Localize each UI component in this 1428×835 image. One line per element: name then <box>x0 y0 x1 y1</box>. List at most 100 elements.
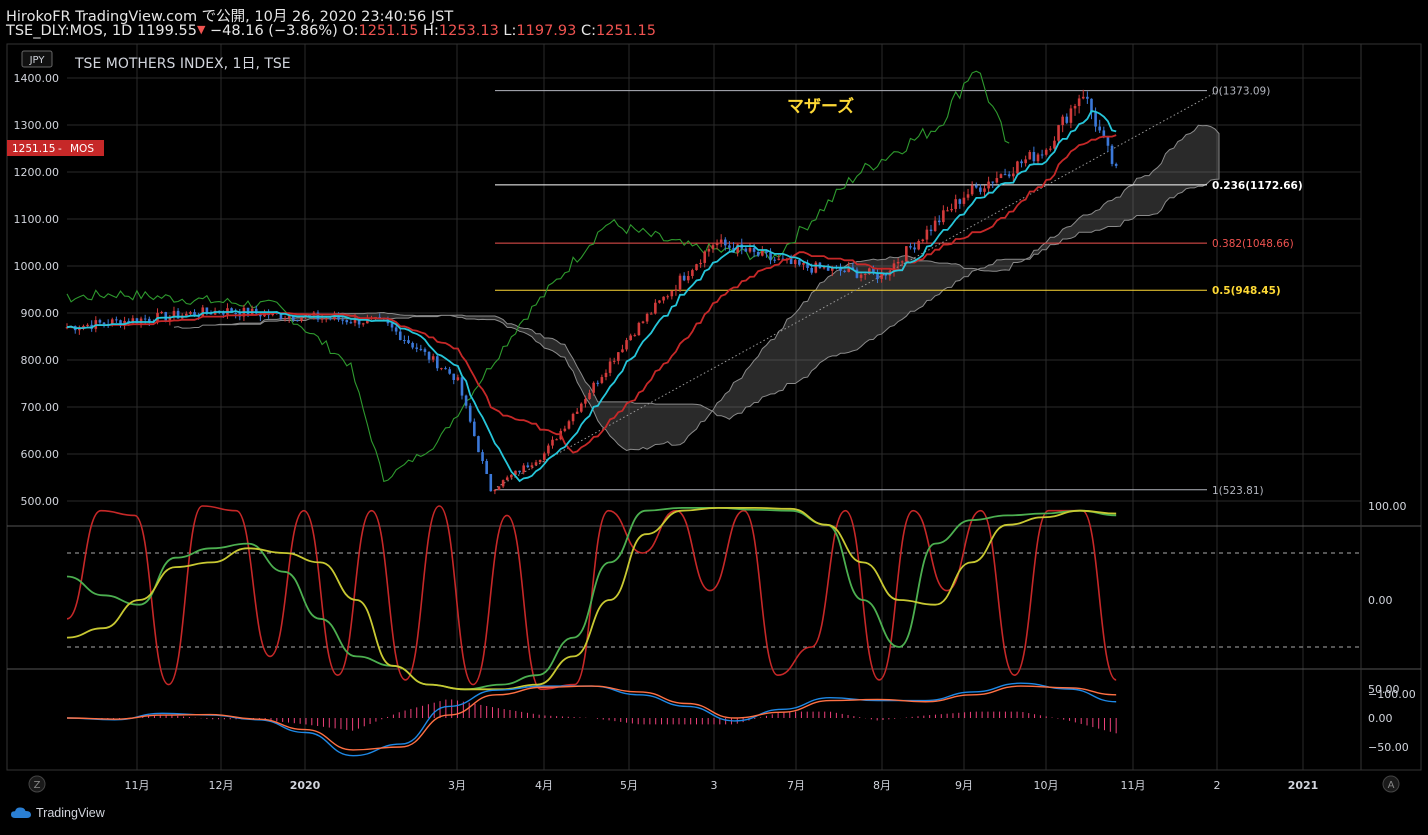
candle-body <box>822 267 826 269</box>
price-tag-sep: - <box>58 143 62 155</box>
candle-body <box>1098 126 1102 131</box>
candle-body <box>761 250 764 256</box>
candle-body <box>444 368 447 370</box>
currency-badge-text: JPY <box>29 55 46 66</box>
high-value: 1253.13 <box>438 23 499 39</box>
candle-body <box>448 369 451 374</box>
price-tick-label: 1200.00 <box>14 166 60 179</box>
candle-body <box>394 327 398 332</box>
candle-body <box>505 477 509 481</box>
candle-body <box>691 270 694 276</box>
candle-body <box>596 382 600 384</box>
candle-body <box>666 296 669 298</box>
candle-body <box>510 474 513 478</box>
price-axis[interactable]: 1400.00 1300.00 1200.00 1100.00 1000.00 900.0… <box>14 72 1416 754</box>
price-tick-label: 700.00 <box>21 401 60 414</box>
candle-body <box>584 399 587 404</box>
stoch-green-line <box>66 506 1117 691</box>
candle-body <box>518 470 521 473</box>
candle-body <box>604 372 608 378</box>
publish-info: HirokoFR TradingView.com で公開, 10月 26, 20… <box>6 9 454 25</box>
candle-body <box>942 210 945 223</box>
candle-body <box>489 474 493 492</box>
candle-body <box>1069 108 1073 123</box>
candle-body <box>711 245 715 249</box>
candle-body <box>522 465 525 473</box>
candle-body <box>1032 152 1036 162</box>
candle-body <box>333 315 336 320</box>
candle-body <box>1106 136 1110 146</box>
candle-body <box>880 273 883 279</box>
candle-body <box>1020 161 1023 164</box>
candle-body <box>974 185 978 188</box>
tradingview-footer[interactable]: TradingView <box>10 806 105 820</box>
candle-body <box>361 323 365 325</box>
candle-body <box>86 324 89 326</box>
time-tick-label: 2020 <box>290 779 321 792</box>
stoch-tick-label: 100.00 <box>1368 500 1407 513</box>
candle-body <box>1094 112 1097 127</box>
stoch-tick-label: −100.00 <box>1368 688 1416 701</box>
time-tick-label: 4月 <box>535 779 553 792</box>
candle-body <box>814 262 818 273</box>
annotation-label[interactable]: マザーズ <box>787 96 854 117</box>
candle-body <box>135 318 139 324</box>
macd-tick-label: 50.00 <box>1368 683 1400 696</box>
trend-line[interactable] <box>496 89 1221 488</box>
scale-z-button[interactable] <box>28 775 46 793</box>
candle-body <box>777 258 781 260</box>
candle-body <box>345 320 349 323</box>
candle-body <box>867 268 871 274</box>
tradingview-brand: TradingView <box>36 806 105 820</box>
candle-body <box>1102 130 1106 137</box>
currency-badge[interactable] <box>21 50 53 68</box>
candle-body <box>324 318 328 320</box>
candle-body <box>481 452 484 462</box>
candle-body <box>168 316 172 321</box>
candle-body <box>765 250 768 253</box>
time-axis[interactable]: 11月 12月 2020 3月 4月 5月 3 7月 8月 9月 10月 11月 2 2021 <box>125 779 1319 792</box>
candle-body <box>900 261 904 263</box>
candle-body <box>1028 152 1032 160</box>
candle-body <box>658 300 661 303</box>
candle-body <box>287 316 291 319</box>
candle-body <box>296 320 299 322</box>
candle-body <box>793 260 797 265</box>
candle-body <box>341 319 344 321</box>
down-arrow-icon: ▼ <box>196 23 206 36</box>
candle-body <box>337 315 340 320</box>
candle-body <box>958 199 962 204</box>
candles <box>65 89 1118 495</box>
fib-level-label: 0.236(1172.66) <box>1212 180 1303 192</box>
candle-body <box>398 331 402 341</box>
time-tick-label: 3 <box>711 779 718 792</box>
candle-body <box>921 239 925 242</box>
candle-body <box>937 220 941 223</box>
candle-body <box>970 185 974 195</box>
candle-body <box>349 322 353 324</box>
candle-body <box>1081 96 1085 99</box>
tenkan-line <box>66 110 1117 483</box>
candle-body <box>802 262 805 265</box>
scale-a-button[interactable] <box>1382 775 1400 793</box>
price-tick-label: 900.00 <box>21 307 60 320</box>
chikou-line <box>66 70 1010 483</box>
candle-body <box>933 220 937 232</box>
candle-body <box>234 312 237 314</box>
close-label: C: <box>580 23 596 39</box>
candle-body <box>905 246 908 262</box>
fib-level-label: 0.382(1048.66) <box>1212 238 1294 250</box>
candle-body <box>189 312 192 314</box>
candle-body <box>872 268 875 273</box>
price-tag-symbol: MOS <box>70 143 94 155</box>
candle-body <box>551 439 554 446</box>
candle-body <box>917 241 920 250</box>
candle-body <box>1114 163 1118 166</box>
candle-body <box>283 318 287 320</box>
fibonacci-retracement[interactable]: 0(1373.09) 0.236(1172.66) 0.382(1048.66) 0.… <box>495 86 1303 497</box>
candle-body <box>534 462 538 466</box>
candle-body <box>621 349 624 353</box>
candle-body <box>629 335 632 341</box>
candle-body <box>913 247 916 250</box>
